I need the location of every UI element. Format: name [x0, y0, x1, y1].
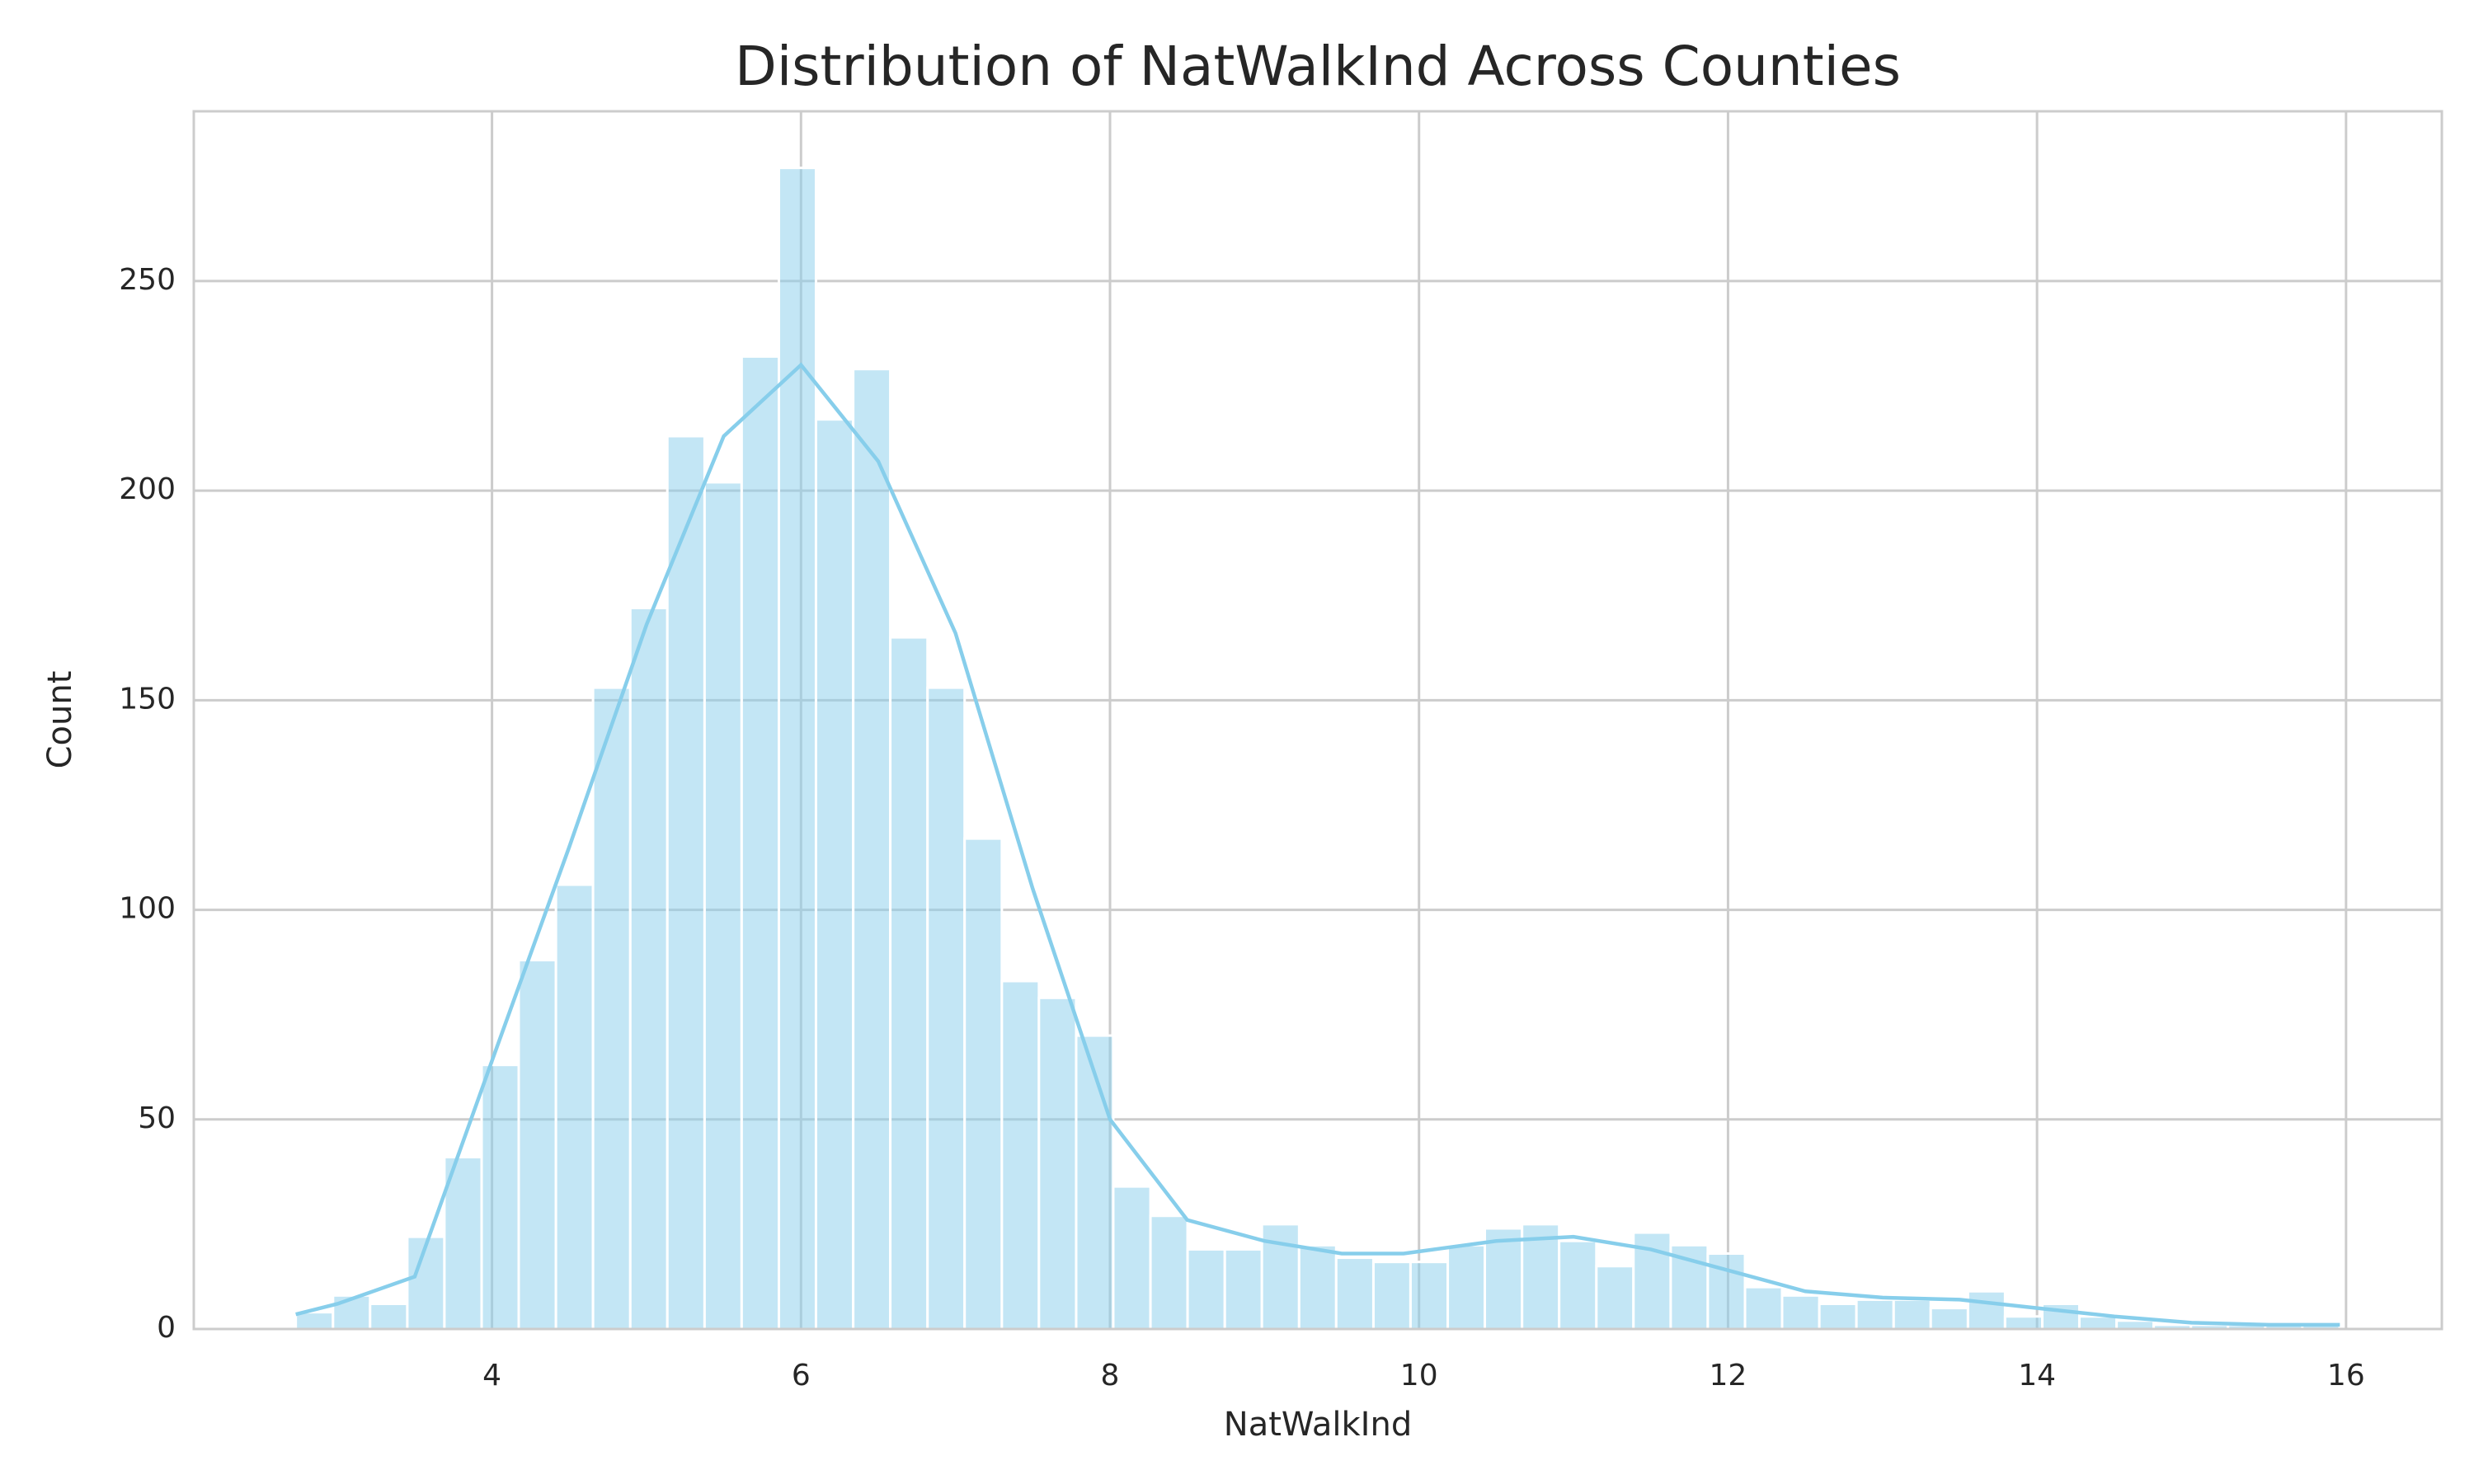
x-tick-label: 4 [482, 1359, 501, 1392]
bar [703, 481, 743, 1331]
bar [1855, 1298, 1895, 1331]
bar [1149, 1214, 1189, 1331]
x-tick-label: 8 [1101, 1359, 1120, 1392]
x-tick-label: 14 [2018, 1359, 2056, 1392]
x-tick-label: 10 [1400, 1359, 1438, 1392]
y-tick-label: 150 [119, 682, 176, 716]
y-tick-label: 200 [119, 472, 176, 506]
bar [926, 686, 967, 1331]
bar [666, 434, 706, 1331]
bar [480, 1064, 520, 1331]
bar [1371, 1261, 1412, 1331]
bar [852, 368, 892, 1331]
bar [628, 606, 669, 1331]
bar [1223, 1247, 1263, 1331]
x-tick-label: 16 [2327, 1359, 2365, 1392]
bar [889, 636, 929, 1331]
bar [1743, 1285, 1784, 1331]
bar [740, 355, 781, 1331]
bar [2077, 1315, 2119, 1331]
bar [369, 1302, 409, 1331]
bar [1334, 1256, 1375, 1331]
bar [814, 418, 855, 1331]
y-tick-label: 0 [157, 1311, 176, 1345]
bar [963, 837, 1004, 1331]
bar [591, 686, 632, 1331]
bar [1521, 1223, 1561, 1331]
y-tick-label: 100 [119, 892, 176, 926]
plot-frame [192, 110, 2443, 1331]
bar [1446, 1243, 1487, 1331]
bar [1297, 1243, 1338, 1331]
bar [1558, 1239, 1598, 1331]
bar [1595, 1265, 1635, 1331]
y-tick-label: 50 [138, 1101, 176, 1135]
bar [1818, 1302, 1858, 1331]
bar [2003, 1315, 2044, 1331]
y-axis-label: Count [41, 671, 79, 769]
bar [1966, 1289, 2006, 1331]
bar [1409, 1261, 1450, 1331]
x-tick-label: 12 [1710, 1359, 1747, 1392]
bar [1892, 1298, 1932, 1331]
chart-title: Distribution of NatWalkInd Across Counti… [735, 35, 1901, 98]
kde-line [295, 362, 2340, 1327]
bar [1112, 1185, 1152, 1331]
bar [2115, 1319, 2156, 1331]
bar [1037, 996, 1078, 1331]
y-tick-label: 250 [119, 263, 176, 297]
bar [554, 883, 595, 1331]
bar [1075, 1034, 1115, 1331]
bar [1186, 1247, 1226, 1331]
bar [1000, 979, 1041, 1331]
x-tick-label: 6 [792, 1359, 811, 1392]
x-axis-label: NatWalkInd [1224, 1406, 1412, 1444]
bar [517, 959, 557, 1331]
bar [1929, 1307, 1969, 1331]
bar [1780, 1294, 1821, 1331]
bar [778, 167, 817, 1331]
